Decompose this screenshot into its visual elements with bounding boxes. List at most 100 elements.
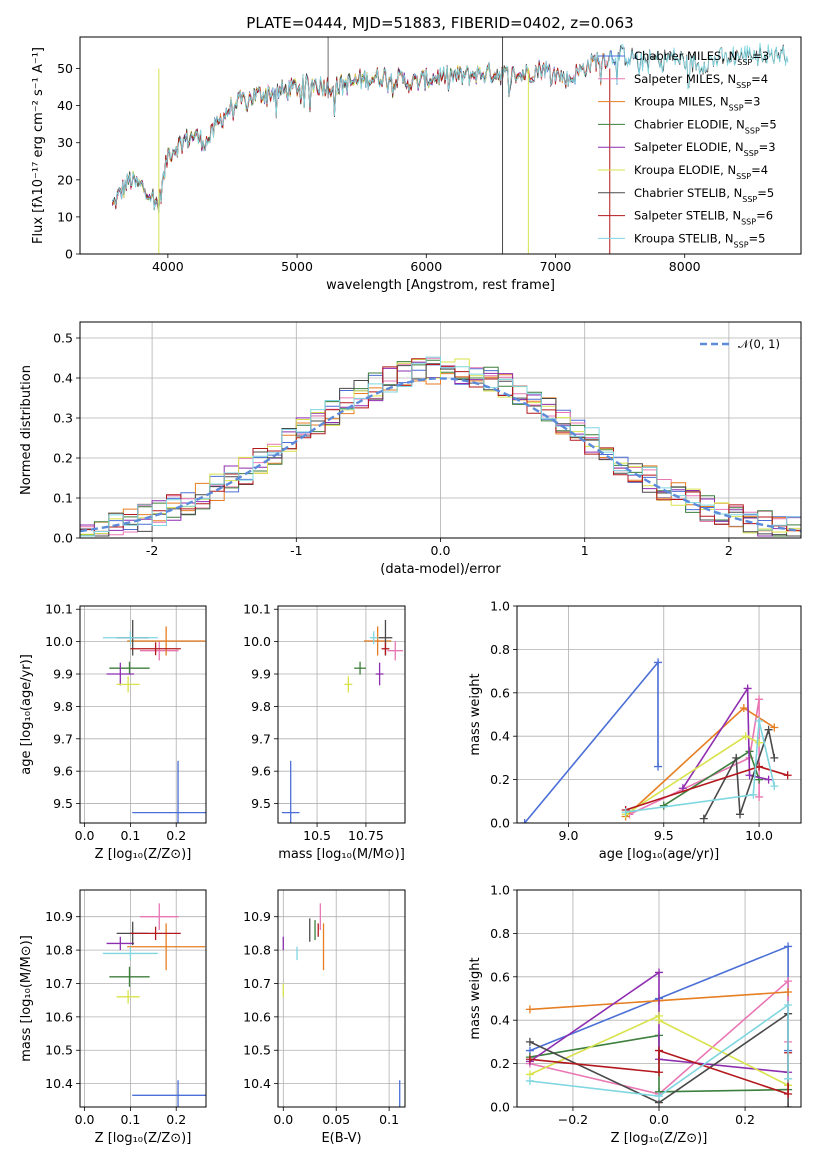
spectrum-line	[111, 63, 529, 212]
legend-label: Kroupa MILES, NSSP=3	[634, 95, 760, 113]
weight-line	[523, 660, 659, 823]
x-tick-label: 8000	[669, 259, 701, 274]
weight-point	[783, 771, 792, 780]
y-tick-label: 0	[65, 247, 73, 262]
weight-point	[520, 819, 529, 823]
legend-label-tail: =5	[760, 117, 777, 131]
plot-area-spectrum	[111, 37, 789, 254]
legend-label-tail: =3	[744, 95, 761, 109]
grid-age-vs-mass	[278, 606, 405, 823]
legend-label: Kroupa STELIB, NSSP=5	[634, 231, 765, 249]
y-tick-label: 9.6	[251, 764, 271, 779]
y-tick-label: 10.1	[45, 602, 73, 617]
y-tick-label: 10	[57, 209, 73, 224]
normal-curve	[80, 377, 801, 533]
y-tick-label: 10.5	[243, 1043, 271, 1058]
legend-label-tail: =3	[752, 49, 769, 63]
y-tick-label: 10.7	[45, 976, 73, 991]
legend-label: Salpeter MILES, NSSP=4	[634, 72, 768, 90]
spectrum-line	[111, 65, 529, 211]
legend-label-sub: SSP	[729, 103, 744, 112]
y-tick-label: 10.8	[45, 943, 73, 958]
y-tick-label: 0.4	[490, 1013, 510, 1028]
legend-label: Chabrier ELODIE, NSSP=5	[634, 117, 777, 135]
weight-point	[654, 762, 663, 771]
y-tick-label: 0.0	[490, 1100, 510, 1115]
weight-point	[755, 792, 764, 801]
y-tick-label: 0.5	[53, 331, 73, 346]
y-tick-label: 9.8	[251, 699, 271, 714]
x-tick-label: 1	[581, 543, 589, 558]
grid-residuals	[80, 322, 801, 539]
legend-label-main: Salpeter STELIB, N	[634, 209, 741, 223]
y-tick-label: 0.3	[53, 411, 73, 426]
weight-point	[784, 1089, 793, 1098]
grid-mass-vs-EBV	[278, 890, 405, 1107]
weight-point	[749, 790, 758, 799]
y-tick-label: 1.0	[490, 883, 510, 898]
legend-label: Kroupa ELODIE, NSSP=4	[634, 163, 768, 181]
x-tick-label: 5000	[281, 259, 313, 274]
y-tick-label: 9.8	[53, 699, 73, 714]
x-tick-label: 0.1	[120, 828, 140, 843]
y-tick-label: 0.8	[490, 926, 510, 941]
legend-label-main: Kroupa STELIB, N	[634, 231, 734, 245]
legend-label-sub: SSP	[745, 126, 760, 135]
weight-point	[655, 1016, 663, 1025]
x-tick-label: -1	[290, 543, 302, 558]
weight-line	[625, 765, 788, 811]
weight-point	[770, 753, 779, 762]
legend-label-sub: SSP	[734, 240, 749, 249]
y-axis-label: mass weight	[468, 673, 483, 755]
x-tick-label: 4000	[152, 259, 184, 274]
weight-point	[743, 684, 752, 693]
grid-mass-vs-Z	[80, 890, 206, 1107]
y-tick-label: 10.0	[243, 634, 271, 649]
legend-label-tail: =4	[751, 163, 768, 177]
y-tick-label: 0.4	[53, 371, 73, 386]
weight-point	[770, 782, 779, 791]
y-tick-label: 0.8	[490, 642, 510, 657]
legend-spectrum: Chabrier MILES, NSSP=3 Salpeter MILES, NS…	[598, 49, 777, 249]
y-tick-label: 10.0	[45, 634, 73, 649]
legend-label: Chabrier STELIB, NSSP=5	[634, 186, 774, 204]
weight-point	[732, 753, 741, 762]
x-tick-label: 9.0	[559, 828, 579, 843]
x-tick-label: 0.2	[735, 1112, 755, 1127]
legend-label: Salpeter STELIB, NSSP=6	[634, 209, 773, 227]
weight-line	[529, 1003, 789, 1098]
weight-point	[654, 658, 663, 667]
histogram-series	[80, 356, 801, 538]
weight-point	[655, 968, 663, 977]
weight-point	[655, 1068, 663, 1077]
y-tick-label: 9.7	[251, 731, 271, 746]
plot-area-age-vs-Z	[102, 619, 206, 823]
x-tick-label: 0.0	[75, 828, 95, 843]
x-axis-label: E(B-V)	[321, 1131, 361, 1146]
weight-point	[755, 738, 764, 747]
y-tick-label: 10.7	[243, 976, 271, 991]
plot-area-mass-vs-Z	[102, 903, 206, 1107]
weight-point	[764, 775, 773, 784]
y-tick-label: 0.6	[490, 685, 510, 700]
legend-label: Chabrier MILES, NSSP=3	[634, 49, 769, 67]
panel-mass-vs-Z: 0.0 0.1 0.2 10.4 10.5 10.6 10.7 10.8 10.9 Z [log₁…	[19, 889, 207, 1146]
y-tick-label: 0.0	[53, 531, 73, 546]
panel-age-vs-Z: 0.0 0.1 0.2 9.5 9.6 9.7 9.8 9.9 10.0 10.1 Z [log₁₀…	[19, 602, 207, 862]
legend-label-sub: SSP	[736, 172, 751, 181]
panels: 4000 5000 6000 7000 8000 0 10 20 30 40 50 wavelengt…	[19, 36, 802, 1146]
legend-label-sub: SSP	[736, 80, 751, 89]
y-tick-label: 0.2	[53, 451, 73, 466]
axes-frame	[277, 889, 406, 1108]
weight-point	[525, 1037, 534, 1046]
x-tick-label: 0.0	[649, 1112, 669, 1127]
panel-residuals: -2 -1 0.0 1 2 0.0 0.1 0.2 0.3 0.4 0.5 (data-model)/…	[19, 321, 802, 577]
legend-label-tail: =6	[756, 209, 773, 223]
y-tick-label: 40	[57, 98, 73, 113]
legend-label-sub: SSP	[741, 217, 756, 226]
panel-age-vs-mass: 10.5 10.75 9.5 9.6 9.7 9.8 9.9 10.0 10.1 mass [lo…	[243, 602, 406, 862]
x-axis-label: Z [log₁₀(Z/Z⊙)]	[95, 847, 192, 862]
axes-frame	[79, 36, 802, 255]
legend-label-main: Chabrier STELIB, N	[634, 186, 742, 200]
weight-point	[525, 1076, 534, 1085]
